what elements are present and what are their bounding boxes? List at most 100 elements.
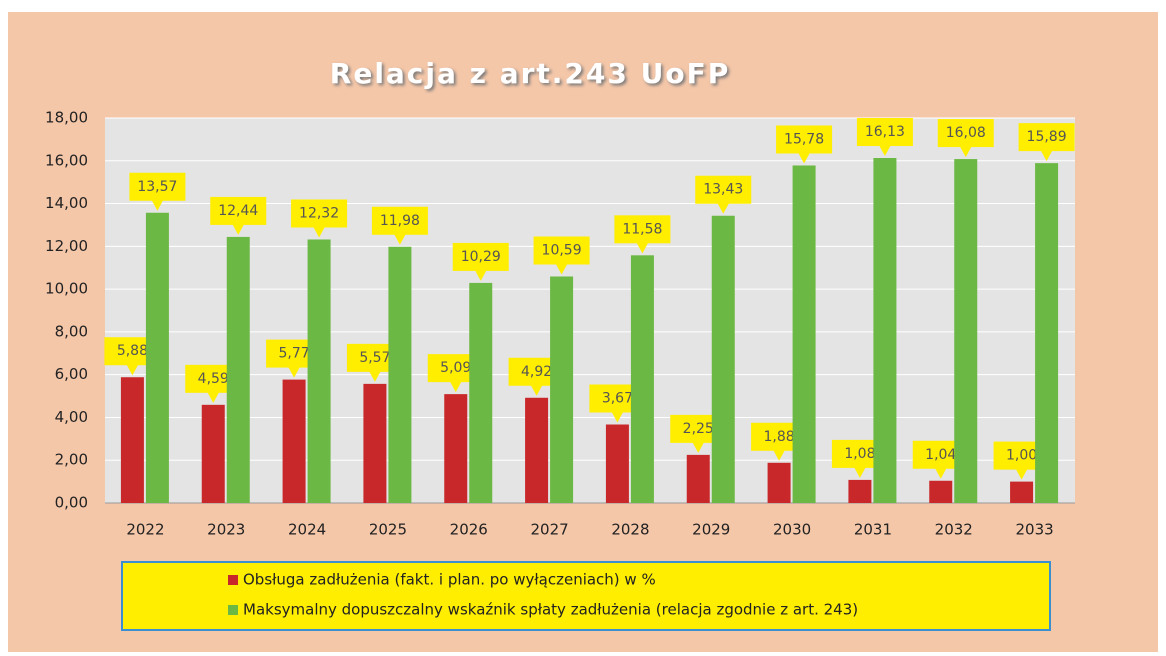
x-tick-label: 2030	[773, 521, 811, 539]
data-label: 15,89	[1027, 129, 1067, 145]
data-label-pointer	[449, 381, 462, 393]
data-label-pointer	[232, 223, 245, 235]
data-label-pointer	[934, 467, 947, 479]
data-label: 4,59	[198, 371, 229, 387]
bar	[767, 462, 791, 503]
data-label: 4,92	[521, 364, 552, 380]
data-label: 1,88	[763, 429, 794, 445]
bar	[145, 212, 169, 503]
x-tick-label: 2027	[530, 521, 568, 539]
data-label: 12,44	[218, 203, 258, 219]
data-label-pointer	[611, 411, 624, 423]
bar	[686, 454, 710, 503]
bar	[388, 246, 412, 503]
data-label-pointer	[555, 263, 568, 275]
bar	[848, 479, 872, 503]
data-label-pointer	[530, 384, 543, 396]
bar	[469, 282, 493, 503]
bar	[792, 165, 816, 503]
data-label: 1,08	[844, 446, 875, 462]
y-tick-label: 0,00	[55, 494, 88, 512]
bar	[550, 276, 574, 503]
x-tick-label: 2022	[126, 521, 164, 539]
y-tick-label: 10,00	[45, 280, 88, 298]
data-label-pointer	[207, 391, 220, 403]
bar	[873, 157, 897, 503]
plot-area	[105, 118, 1075, 503]
legend-swatch	[228, 575, 238, 585]
x-tick-label: 2025	[369, 521, 407, 539]
data-label-pointer	[313, 226, 326, 238]
data-label-pointer	[126, 364, 139, 376]
data-label-pointer	[368, 370, 381, 382]
data-label-box	[291, 199, 348, 228]
data-label-pointer	[798, 152, 811, 164]
bar	[605, 424, 629, 503]
data-label: 11,58	[622, 221, 662, 237]
x-tick-label: 2023	[207, 521, 245, 539]
chart-title: Relacja z art.243 UoFP	[330, 57, 730, 90]
data-label-pointer	[151, 199, 164, 211]
data-label: 16,13	[865, 124, 905, 140]
data-label: 5,09	[440, 360, 471, 376]
data-label-pointer	[474, 269, 487, 281]
data-label: 10,59	[542, 242, 582, 258]
bar	[307, 239, 331, 503]
bar	[711, 215, 735, 503]
data-label-box	[129, 172, 186, 201]
data-label: 5,57	[359, 350, 390, 366]
data-label: 3,67	[602, 391, 633, 407]
data-label: 16,08	[946, 125, 986, 141]
data-label-pointer	[288, 366, 301, 378]
data-label: 13,57	[137, 179, 177, 195]
bar	[363, 383, 387, 503]
data-label: 11,98	[380, 213, 420, 229]
data-label: 2,25	[683, 421, 714, 437]
bar	[201, 404, 225, 503]
data-label-box	[1018, 123, 1075, 152]
data-label-pointer	[878, 144, 891, 156]
legend-label: Obsługa zadłużenia (fakt. i plan. po wył…	[243, 571, 656, 589]
data-label-box	[856, 117, 913, 146]
data-label-pointer	[692, 441, 705, 453]
data-label-box	[695, 175, 752, 204]
data-label-box	[533, 236, 590, 265]
legend	[121, 561, 1051, 631]
y-tick-label: 6,00	[55, 365, 88, 383]
bar	[120, 377, 144, 503]
x-tick-label: 2024	[288, 521, 326, 539]
data-label: 5,88	[117, 343, 148, 359]
data-label-pointer	[393, 233, 406, 245]
bar	[226, 236, 250, 503]
data-label-pointer	[636, 242, 649, 254]
data-label: 12,32	[299, 205, 339, 221]
data-label-pointer	[1015, 468, 1028, 480]
bar	[954, 159, 978, 504]
x-tick-label: 2033	[1015, 521, 1053, 539]
x-tick-label: 2029	[692, 521, 730, 539]
data-label-box	[210, 196, 267, 225]
data-label-box	[452, 242, 509, 271]
x-tick-label: 2032	[935, 521, 973, 539]
data-label-pointer	[717, 202, 730, 214]
y-tick-label: 8,00	[55, 322, 88, 340]
data-label-box	[937, 119, 994, 148]
x-tick-label: 2028	[611, 521, 649, 539]
data-label: 13,43	[703, 182, 743, 198]
bar	[929, 480, 953, 503]
data-label-pointer	[853, 466, 866, 478]
data-label-box	[614, 215, 671, 244]
data-label: 15,78	[784, 131, 824, 147]
bar	[1035, 163, 1059, 503]
data-label-pointer	[959, 146, 972, 158]
data-label: 5,77	[278, 346, 309, 362]
y-tick-label: 4,00	[55, 408, 88, 426]
bar	[1010, 481, 1034, 503]
y-tick-label: 18,00	[45, 109, 88, 127]
x-tick-label: 2026	[450, 521, 488, 539]
data-label-pointer	[1040, 150, 1053, 162]
bar	[525, 397, 549, 503]
bar	[630, 255, 654, 503]
legend-label: Maksymalny dopuszczalny wskaźnik spłaty …	[243, 601, 858, 619]
